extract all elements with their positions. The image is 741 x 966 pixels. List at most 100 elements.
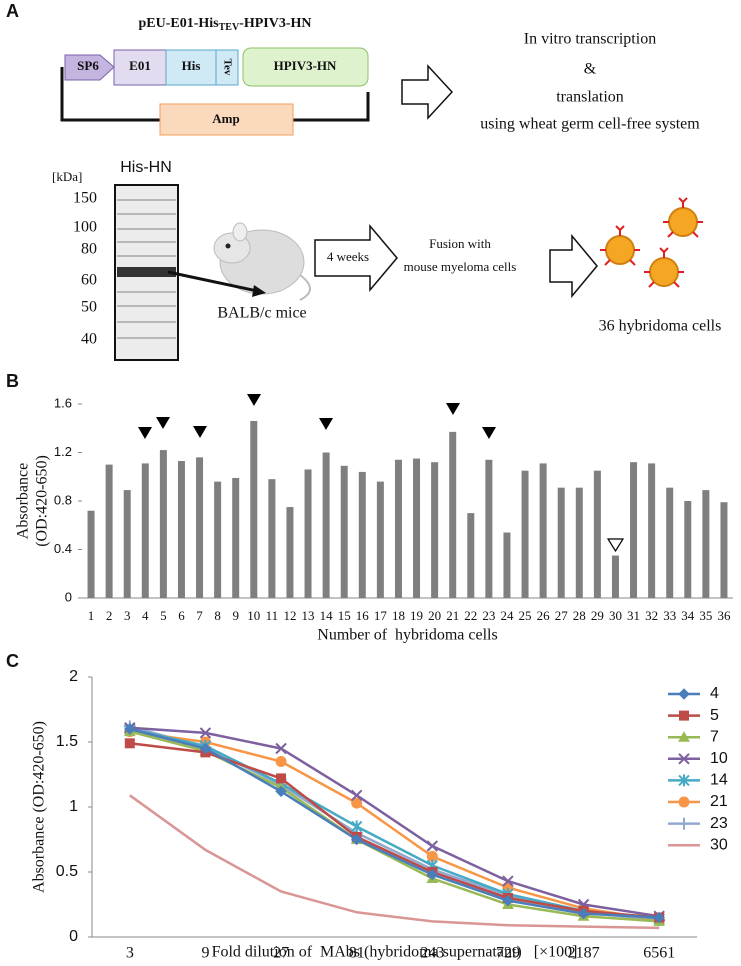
legend-label: 30 — [710, 836, 728, 853]
gene-box — [242, 47, 369, 87]
x-axis-label: Number of hybridoma cells — [317, 627, 497, 644]
negative-marker — [606, 538, 625, 553]
y-axis-label: (OD:420-650) — [34, 455, 51, 547]
point — [351, 797, 363, 809]
point — [502, 894, 514, 907]
x-tick-label: 25 — [519, 608, 532, 623]
x-tick-label: 1 — [88, 608, 95, 623]
fusion-arrow — [549, 233, 598, 299]
bar — [322, 452, 330, 598]
point — [124, 738, 135, 749]
process-text: In vitro transcription — [524, 31, 656, 48]
legend-label: 21 — [710, 793, 728, 810]
y-tick-label: 1.2 — [54, 444, 72, 459]
y-tick-label: 1.6 — [54, 395, 72, 410]
x-tick-label: 3 — [126, 945, 134, 962]
x-tick-label: 13 — [302, 608, 315, 623]
y-tick-label: 0.4 — [54, 541, 72, 556]
bar — [449, 431, 457, 598]
tag-box — [113, 49, 167, 86]
bar — [467, 513, 475, 598]
legend-label: 5 — [710, 707, 719, 724]
x-tick-label: 10 — [247, 608, 260, 623]
gel-marker: 60 — [81, 272, 97, 289]
y-tick-label: 1 — [69, 798, 78, 815]
x-tick-label: 729 — [496, 945, 520, 962]
point — [653, 911, 665, 924]
series-line — [129, 726, 660, 918]
x-tick-label: 21 — [446, 608, 459, 623]
bar — [720, 502, 728, 598]
x-tick-label: 34 — [681, 608, 695, 623]
point — [350, 833, 363, 846]
x-tick-label: 36 — [717, 608, 731, 623]
y-tick-label: 0 — [69, 928, 78, 945]
fusion-text: mouse myeloma cells — [404, 259, 517, 274]
gel-marker: 100 — [73, 219, 97, 236]
tag-box — [165, 49, 217, 86]
panel-label: A — [6, 1, 19, 21]
bar — [611, 555, 619, 598]
bar — [358, 471, 366, 598]
x-tick-label: 9 — [201, 945, 209, 962]
x-tick-label: 4 — [142, 608, 149, 623]
series-line — [129, 727, 660, 919]
title-part: -HPIV3-HN — [239, 16, 311, 31]
point — [426, 840, 439, 852]
x-tick-label: 5 — [160, 608, 167, 623]
point — [199, 742, 212, 755]
mice-label: BALB/c mice — [217, 305, 306, 322]
point — [350, 789, 363, 802]
point — [577, 907, 590, 920]
panel-label: C — [6, 651, 19, 671]
bar — [268, 479, 276, 598]
x-tick-label: 6561 — [643, 945, 675, 962]
gel-title: His-HN — [120, 159, 172, 176]
point — [275, 756, 287, 767]
y-tick-label: 2 — [69, 668, 78, 685]
x-tick-label: 30 — [609, 608, 622, 623]
promoter-label: SP6 — [77, 58, 99, 73]
x-tick-label: 35 — [699, 608, 712, 623]
legend-label: 14 — [710, 772, 728, 789]
bar — [684, 501, 692, 598]
tag-label: His — [182, 58, 201, 73]
promoter-box — [64, 54, 115, 81]
bar — [123, 490, 131, 598]
bar — [141, 463, 149, 598]
x-tick-label: 32 — [645, 608, 658, 623]
mouse — [213, 222, 311, 301]
y-tick-label: 0.8 — [54, 492, 72, 507]
x-tick-label: 19 — [410, 608, 423, 623]
x-tick-label: 31 — [627, 608, 640, 623]
bar — [431, 462, 439, 598]
gel-marker: 80 — [81, 241, 97, 258]
legend-marker — [678, 774, 690, 787]
gel-marker: 150 — [73, 190, 97, 207]
point — [275, 742, 287, 755]
legend-marker — [679, 710, 689, 721]
point — [276, 773, 287, 784]
tag-label: E01 — [129, 58, 151, 73]
bar — [702, 490, 710, 598]
series-line — [129, 727, 660, 921]
arrow-head — [252, 285, 266, 297]
x-tick-label: 23 — [482, 608, 495, 623]
site-box — [215, 49, 239, 86]
x-tick-label: 3 — [124, 608, 131, 623]
result-label: 36 hybridoma cells — [599, 318, 722, 335]
legend-label: 23 — [710, 815, 728, 832]
bar — [648, 463, 656, 598]
x-tick-label: 27 — [555, 608, 569, 623]
bar — [376, 481, 384, 598]
x-tick-label: 9 — [232, 608, 239, 623]
selection-markers — [138, 394, 496, 439]
y-tick-label: 0 — [65, 589, 72, 604]
interval-label: 4 weeks — [327, 249, 369, 264]
process-text: translation — [556, 89, 624, 106]
bar — [232, 477, 240, 598]
x-tick-label: 22 — [464, 608, 477, 623]
bar — [286, 507, 294, 598]
construct-title: pEU-E01-HisTEV-HPIV3-HN — [138, 16, 311, 33]
